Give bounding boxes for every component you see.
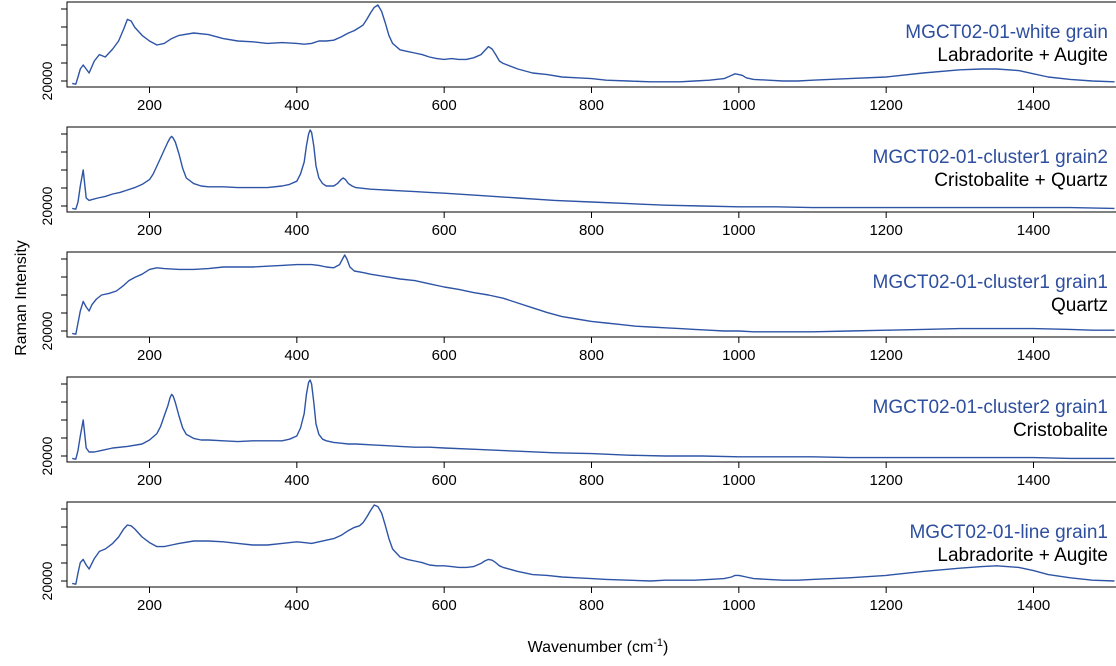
mineral-label: Labradorite + Augite [937, 45, 1108, 66]
x-tick-label: 200 [137, 472, 162, 489]
x-tick-label: 200 [137, 347, 162, 364]
sample-label: MGCT02-01-line grain1 [909, 522, 1108, 543]
x-tick-label: 1400 [1017, 597, 1050, 614]
spectrum-line [72, 379, 1115, 460]
mineral-label: Cristobalite [1013, 420, 1108, 441]
y-tick-label: 20000 [39, 311, 55, 350]
x-axis-label-main: Wavenumber (cm [528, 639, 654, 656]
x-tick-label: 1200 [869, 222, 902, 239]
x-tick-label: 1400 [1017, 472, 1050, 489]
x-tick-label: 1000 [722, 472, 755, 489]
x-tick-label: 800 [579, 97, 604, 114]
spectrum-line [72, 254, 1115, 335]
x-tick-label: 600 [432, 97, 457, 114]
x-tick-label: 800 [579, 472, 604, 489]
sample-label: MGCT02-01-cluster2 grain1 [873, 397, 1108, 418]
x-axis-label-close: ) [663, 639, 668, 656]
spectra-panels: 20000 200 400 600 800 1000 1200 1400 MGCT02-01-w… [39, 1, 1116, 614]
x-tick-label: 400 [284, 222, 309, 239]
sample-label: MGCT02-01-white grain [905, 22, 1108, 43]
x-tick-label: 1200 [869, 597, 902, 614]
y-tick-label: 20000 [39, 186, 55, 225]
x-tick-label: 400 [284, 347, 309, 364]
x-axis-label-superscript: -1 [653, 637, 663, 649]
x-tick-label: 1400 [1017, 347, 1050, 364]
x-tick-label: 600 [432, 222, 457, 239]
x-axis-label: Wavenumber (cm-1) [528, 637, 669, 656]
x-tick-label: 1000 [722, 597, 755, 614]
panel-frame [66, 376, 1116, 463]
x-tick-label: 600 [432, 472, 457, 489]
y-axis-label: Raman Intensity [13, 240, 30, 356]
x-tick-label: 1000 [722, 97, 755, 114]
x-tick-label: 400 [284, 97, 309, 114]
x-tick-label: 200 [137, 222, 162, 239]
x-tick-label: 200 [137, 97, 162, 114]
x-tick-label: 1200 [869, 347, 902, 364]
mineral-label: Quartz [1051, 295, 1108, 316]
panel-3: 20000 200 400 600 800 1000 1200 1400 MGCT02-01-c… [39, 251, 1116, 364]
x-tick-label: 600 [432, 597, 457, 614]
y-tick-label: 20000 [39, 436, 55, 475]
panel-5: 20000 200 400 600 800 1000 1200 1400 MGCT02-01-l… [39, 501, 1116, 614]
sample-label: MGCT02-01-cluster1 grain1 [873, 272, 1108, 293]
x-tick-label: 600 [432, 347, 457, 364]
x-tick-label: 1200 [869, 472, 902, 489]
x-tick-label: 1400 [1017, 97, 1050, 114]
x-tick-label: 800 [579, 222, 604, 239]
x-tick-label: 200 [137, 597, 162, 614]
panel-4: 20000 200 400 600 800 1000 1200 1400 MGCT02-01-c… [39, 376, 1116, 489]
x-tick-label: 1000 [722, 347, 755, 364]
spectrum-line [72, 129, 1115, 210]
spectrum-line [72, 4, 1115, 85]
mineral-label: Labradorite + Augite [937, 545, 1108, 566]
x-tick-label: 800 [579, 597, 604, 614]
mineral-label: Cristobalite + Quartz [934, 170, 1108, 191]
y-tick-label: 20000 [39, 61, 55, 100]
y-tick-label: 20000 [39, 561, 55, 600]
x-tick-label: 800 [579, 347, 604, 364]
panel-frame [66, 251, 1116, 338]
sample-label: MGCT02-01-cluster1 grain2 [873, 147, 1108, 168]
x-tick-label: 1400 [1017, 222, 1050, 239]
x-tick-label: 400 [284, 597, 309, 614]
panel-1: 20000 200 400 600 800 1000 1200 1400 MGCT02-01-w… [39, 1, 1116, 114]
panel-2: 20000 200 400 600 800 1000 1200 1400 MGCT02-01-c… [39, 126, 1116, 239]
spectrum-line [72, 504, 1115, 585]
x-tick-label: 400 [284, 472, 309, 489]
x-tick-label: 1000 [722, 222, 755, 239]
x-tick-label: 1200 [869, 97, 902, 114]
